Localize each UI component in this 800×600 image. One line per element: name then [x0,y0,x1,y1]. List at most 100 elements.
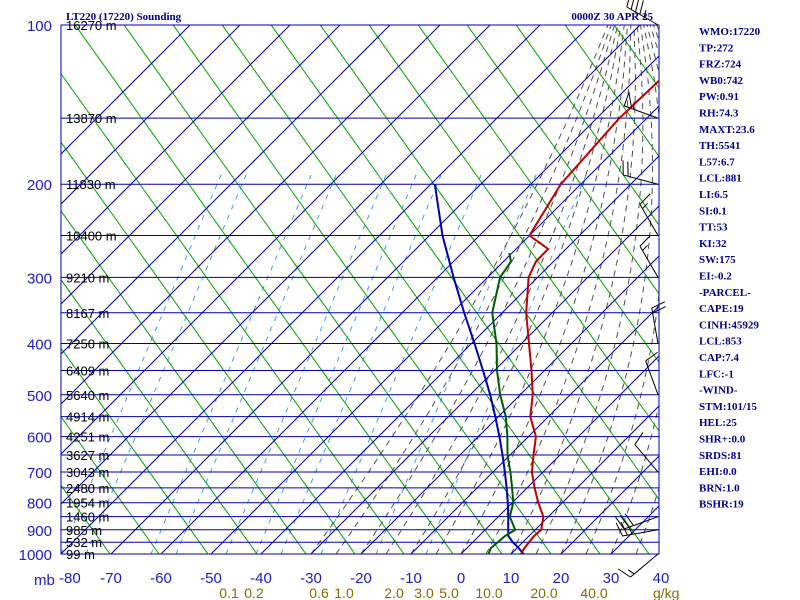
index-item: HEL:25 [699,417,737,429]
index-item: -WIND- [699,385,738,397]
pressure-label: 100 [27,18,52,35]
temperature-labels: -80 -70 -60 -50 -40 -30 -20 -10 0 10 20 30 40 [59,570,669,587]
pressure-label: 800 [27,496,52,513]
pressure-labels: 100 200 300 400 500 600 700 800 900 1000 [19,18,52,564]
plot-border [60,24,660,555]
index-item: TP:272 [699,42,734,54]
isotherm [61,25,341,305]
dry-adiabat [61,278,258,554]
mixing-ratio-line [375,174,537,554]
temperature-tick-label: 10 [503,570,520,587]
wind-barb [645,351,659,395]
dry-adiabat [270,25,650,554]
wind-barb [618,553,659,578]
isotherm [61,25,591,554]
isotherm [61,25,191,155]
height-label: 985 m [66,523,102,538]
mixing-ratio-line [280,174,442,554]
chart-title: LT220 (17220) Sounding [66,11,182,23]
index-item: CAP:7.4 [699,352,740,364]
wind-barb [626,0,659,26]
index-item: SHR+:0.0 [699,434,746,446]
temperature-tick-label: 0 [457,570,465,587]
index-item: TH:5541 [699,140,741,152]
height-label: 532 m [66,535,102,550]
temperature-tick-label: -60 [150,570,172,587]
wind-barb [623,90,659,119]
dry-adiabat [319,25,659,501]
index-item: TT:53 [699,222,728,234]
grid [60,24,660,555]
mixing-ratio-line [175,174,337,554]
mixing-ratio-line [225,174,387,554]
mixing-ratio-line [425,174,587,554]
isotherm [160,55,659,554]
mixing-ratio-label: 3.0 [414,585,434,600]
parcel-path-line [433,184,525,554]
isotherm [110,25,641,554]
pressure-label: 500 [27,388,52,405]
dry-adiabat [61,210,307,554]
isotherm [61,25,291,255]
index-item: EHI:0.0 [699,466,737,478]
index-item: LFC:-1 [699,368,734,380]
index-item: -PARCEL- [699,287,751,299]
wind-barb [615,521,659,537]
mixing-ratio-label: 10.0 [475,585,502,600]
mixing-ratio-label: 2.0 [384,585,404,600]
dry-adiabat [61,141,356,554]
mixing-ratio-line [320,174,482,554]
height-label: 1460 m [66,510,109,525]
height-label: 9210 m [66,270,109,285]
height-label: 2480 m [66,481,109,496]
mixing-ratio-label: 1.0 [334,585,354,600]
height-label: 99 m [66,547,95,562]
temperature-tick-label: 20 [553,570,570,587]
isotherm [61,25,491,455]
dry-adiabat [466,25,659,295]
mixing-ratio-label: 0.2 [244,585,264,600]
mixing-ratio-line [255,174,417,554]
dry-adiabat [61,347,209,554]
mixing-ratio-label: 5.0 [439,585,459,600]
mixing-ratio-lines [61,174,587,554]
height-label: 11830 m [66,177,116,192]
dry-adiabat [61,72,405,554]
mixing-ratio-line [150,174,312,554]
chart-datetime: 0000Z 30 APR 25 [571,11,653,23]
temperature-tick-label: -20 [350,570,372,587]
index-item: KI:32 [699,238,727,250]
dry-adiabat [564,25,659,158]
isotherms [61,25,659,554]
index-item: WMO:17220 [699,26,761,38]
pressure-label: 600 [27,430,52,447]
sounding-series [433,79,659,554]
isotherm [210,105,659,554]
index-item: SI:0.1 [699,205,727,217]
height-label: 3627 m [66,448,109,463]
dry-adiabat [515,25,659,226]
index-item: SW:175 [699,254,736,266]
height-label: 5640 m [66,388,109,403]
wind-barb [634,432,659,473]
index-item: STM:101/15 [699,401,758,413]
pressure-unit-label: mb [34,572,55,589]
height-label: 4914 m [66,410,109,425]
height-label: 13870 m [66,111,117,126]
index-item: LCL:853 [699,336,742,348]
height-label: 6409 m [66,364,109,379]
mixing-unit-label: g/kg [653,585,679,600]
height-label: 7250 m [66,337,109,352]
index-item: MAXT:23.6 [699,124,755,136]
index-item: LI:6.5 [699,189,729,201]
mixing-ratio-labels: 0.1 0.2 0.6 1.0 2.0 3.0 5.0 10.0 20.0 40.0 [219,585,608,600]
temperature-tick-label: -80 [59,570,81,587]
index-item: BSHR:19 [699,499,744,511]
isotherm [61,25,541,505]
isotherm [360,255,659,554]
wind-barb [639,235,659,278]
isotherm [310,205,659,554]
temperature-line [520,79,659,554]
dewpoint-line [487,252,517,554]
temperature-tick-label: 30 [603,570,620,587]
